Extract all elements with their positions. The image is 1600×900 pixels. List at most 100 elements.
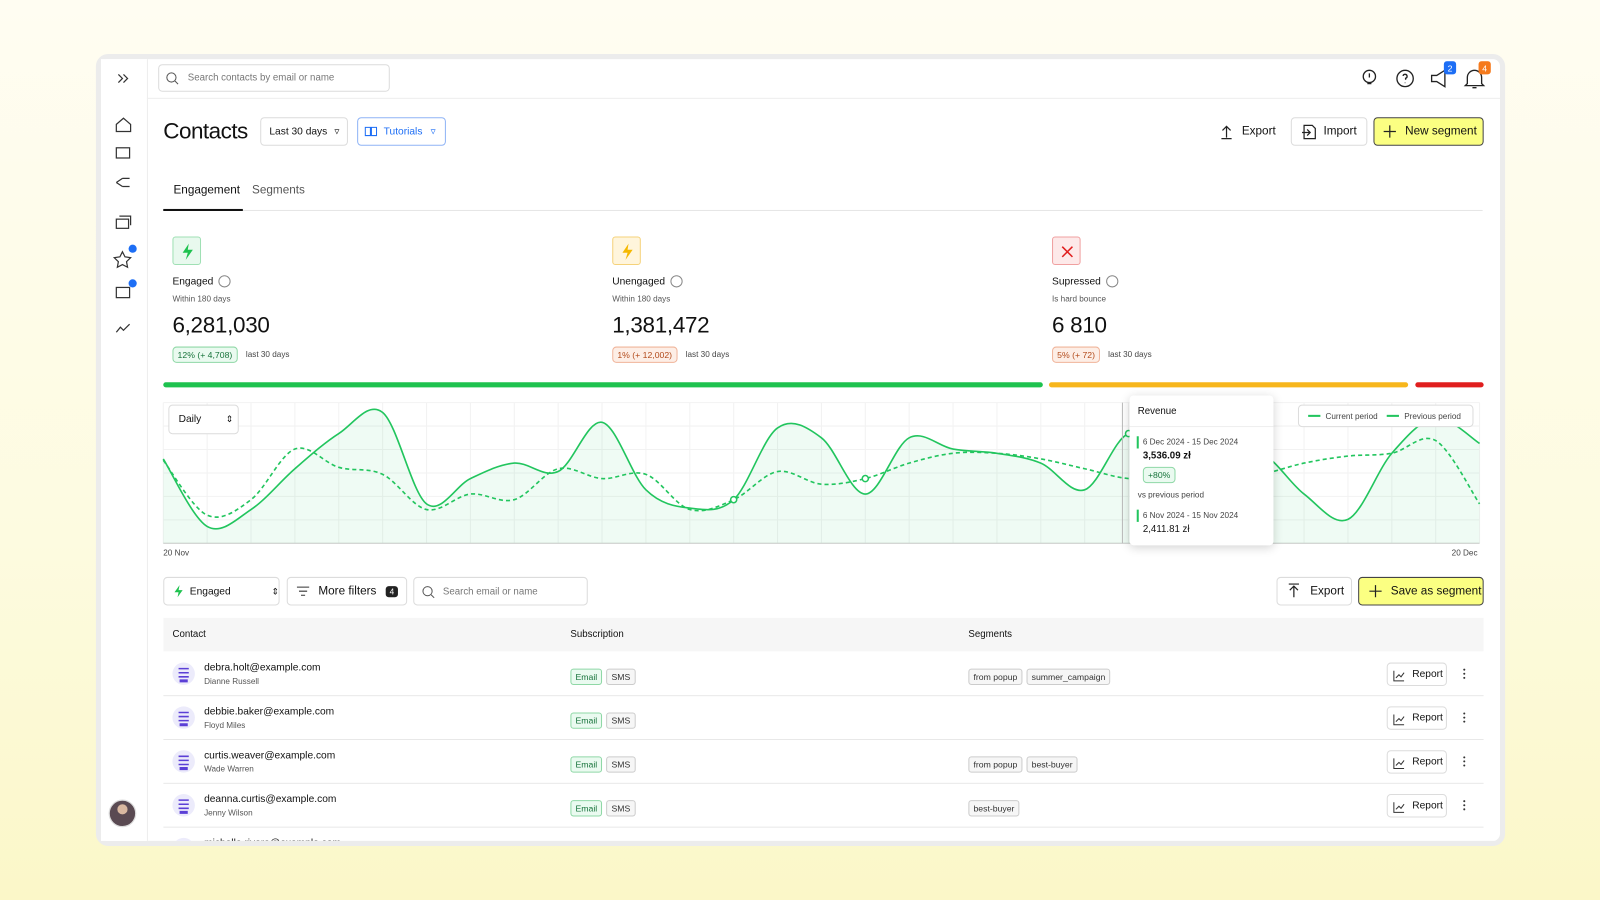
announcements-icon[interactable]	[1430, 69, 1446, 88]
contact-avatar	[172, 662, 195, 685]
column-header: Contact	[172, 628, 206, 641]
segment-tag: summer_campaign	[1026, 668, 1111, 685]
label: Export	[1241, 125, 1276, 138]
icon	[1393, 714, 1405, 726]
granularity-dropdown[interactable]: Daily ⇕	[168, 404, 239, 435]
tab-active[interactable]: Engagement	[173, 184, 241, 197]
segments: from popup best-buyer	[968, 754, 1081, 773]
subscription-tag: Email	[570, 756, 603, 773]
filter-count: 4	[385, 585, 399, 597]
period: Last 30 days	[269, 125, 328, 138]
notifications-icon[interactable]	[1463, 69, 1486, 89]
row-menu[interactable]	[1461, 754, 1467, 773]
tooltip-change: +80%	[1142, 466, 1176, 484]
help-icon	[218, 275, 231, 288]
stat-icon	[1052, 236, 1081, 266]
pages-icon[interactable]	[115, 218, 130, 229]
row-divider	[163, 826, 1484, 828]
label: New segment	[1405, 125, 1477, 138]
home-icon[interactable]	[115, 117, 132, 133]
placeholder: Search email or name	[442, 585, 538, 597]
tab[interactable]: Segments	[252, 184, 305, 197]
icon	[622, 243, 633, 260]
filter-icon	[296, 586, 310, 596]
label: Report	[1412, 800, 1443, 812]
report-button[interactable]: Report	[1386, 750, 1447, 774]
subscription-tag: SMS	[606, 668, 636, 685]
legend-item: Previous period	[1386, 411, 1461, 420]
tooltip: Revenue 6 Dec 2024 - 15 Dec 2024 3,536.0…	[1129, 395, 1274, 546]
notification-dot	[128, 279, 137, 288]
icon	[1393, 758, 1405, 770]
report-icon[interactable]	[115, 323, 131, 333]
legend-label: Current period	[1325, 411, 1378, 421]
row-menu[interactable]	[1461, 798, 1467, 817]
tutorials: Tutorials	[383, 125, 423, 138]
icon	[1463, 668, 1466, 679]
bolt-icon	[174, 585, 183, 598]
button-icons	[1221, 124, 1396, 140]
row-menu[interactable]	[1461, 710, 1467, 729]
segments: best-buyer	[968, 798, 1023, 817]
export-button[interactable]: Export	[1276, 576, 1353, 606]
tutorials-dropdown[interactable]: Tutorials ▿	[357, 117, 446, 146]
expand-icon[interactable]	[117, 73, 129, 83]
label: Save as segment	[1390, 585, 1482, 598]
report-button[interactable]: Report	[1386, 794, 1447, 818]
report-button[interactable]: Report	[1386, 706, 1447, 730]
contact-email: curtis.weaver@example.com	[204, 750, 336, 762]
subscription-tag: Email	[570, 668, 603, 685]
help-icon	[670, 275, 683, 288]
report-icon	[1393, 712, 1405, 730]
contact-name: Wade Warren	[204, 764, 254, 774]
segment-tag: best-buyer	[1026, 756, 1078, 773]
search-icon	[166, 72, 179, 85]
subscription-tag: SMS	[606, 756, 636, 773]
stat-sub: Within 180 days	[612, 294, 671, 304]
book-icon	[364, 126, 378, 137]
star-icon[interactable]	[112, 250, 132, 269]
segment-dropdown[interactable]: Engaged ⇕	[163, 576, 280, 606]
contact-name: Floyd Miles	[204, 720, 246, 730]
icon	[1061, 246, 1073, 258]
report-icon	[1393, 669, 1405, 687]
table-header	[163, 617, 1484, 652]
icon	[1393, 670, 1405, 682]
icon	[178, 711, 189, 727]
legend-item: Current period	[1308, 411, 1378, 420]
export-button[interactable]: Export	[1214, 117, 1282, 146]
stat-period: last 30 days	[685, 349, 730, 359]
tips-icon[interactable]	[1362, 69, 1377, 84]
header-icons	[1362, 61, 1491, 89]
label: Import	[1323, 125, 1357, 138]
stat-label: Supressed	[1052, 276, 1101, 288]
row-menu[interactable]	[1461, 667, 1467, 686]
legend-swatch	[1386, 414, 1400, 417]
period-dropdown[interactable]: Last 30 days ▿	[260, 117, 348, 146]
label: Report	[1412, 712, 1443, 724]
audience-icon[interactable]	[115, 286, 131, 299]
flow-icon[interactable]	[115, 177, 130, 188]
x-tick-label: 20 Nov	[163, 548, 190, 558]
stat-period: last 30 days	[245, 349, 290, 359]
email-search[interactable]: Search email or name	[413, 576, 588, 606]
icon	[1463, 712, 1466, 723]
stat-value: 6 810	[1052, 311, 1107, 338]
page-title: Contacts	[163, 118, 248, 144]
stat-label: Engaged	[172, 276, 214, 288]
stat-sub: Within 180 days	[172, 294, 231, 304]
icon	[178, 799, 189, 814]
mail-icon[interactable]	[115, 147, 131, 159]
line	[162, 437, 1481, 518]
subscriptions: Email SMS	[570, 798, 639, 817]
help-icon[interactable]	[1396, 69, 1414, 88]
search-input[interactable]: Search contacts by email or name	[158, 64, 390, 92]
report-button[interactable]: Report	[1386, 662, 1447, 686]
tooltip-range: 6 Nov 2024 - 15 Nov 2024	[1142, 510, 1239, 520]
stat-sub: Is hard bounce	[1052, 294, 1107, 304]
point	[729, 495, 738, 504]
tabs-divider	[163, 209, 1483, 211]
icon	[178, 755, 189, 771]
sidebar	[101, 59, 148, 841]
